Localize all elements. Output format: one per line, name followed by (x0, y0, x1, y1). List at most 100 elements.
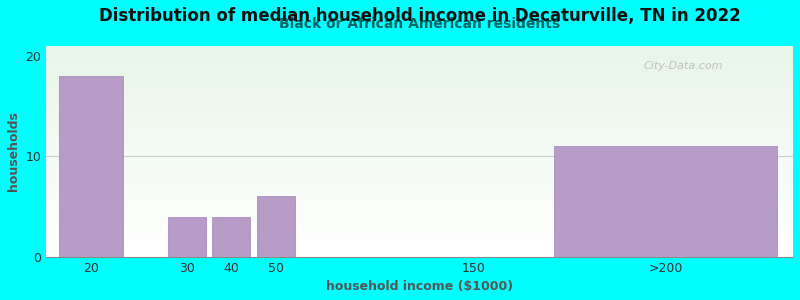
Bar (46, 70, 793, 71)
Bar (46, 177, 793, 178)
Bar (46, 199, 793, 200)
Bar (46, 254, 793, 256)
Bar (46, 126, 793, 127)
Bar (46, 175, 793, 176)
Bar (46, 207, 793, 208)
X-axis label: household income ($1000): household income ($1000) (326, 280, 514, 293)
Bar (46, 83, 793, 84)
Bar (46, 224, 793, 225)
Bar (46, 136, 793, 138)
Bar (46, 176, 793, 177)
Bar (46, 47, 793, 48)
Bar (46, 122, 793, 123)
Bar (46, 114, 793, 116)
Bar (46, 62, 793, 63)
Bar (46, 71, 793, 72)
Bar (46, 77, 793, 79)
Bar (46, 72, 793, 73)
Bar (46, 169, 793, 170)
Bar (46, 84, 793, 85)
Bar (46, 191, 793, 192)
Bar (46, 159, 793, 160)
Bar (46, 236, 793, 237)
Bar (46, 65, 793, 66)
Bar (46, 118, 793, 119)
Bar (46, 134, 793, 136)
Bar (46, 178, 793, 179)
Bar (46, 190, 793, 191)
Bar (46, 225, 793, 226)
Bar (46, 231, 793, 232)
Bar (46, 127, 793, 128)
Bar (46, 158, 793, 159)
Bar (46, 140, 793, 141)
Bar (46, 163, 793, 164)
Bar (46, 131, 793, 132)
Bar (46, 230, 793, 231)
Bar (46, 219, 793, 220)
Bar (46, 132, 793, 134)
Bar (46, 111, 793, 112)
Bar (46, 138, 793, 139)
Bar (46, 89, 793, 90)
Bar (46, 118, 793, 120)
Bar (46, 108, 793, 109)
Bar (46, 194, 793, 196)
Bar (46, 240, 793, 241)
Bar (59, 76, 123, 256)
Bar (46, 97, 793, 98)
Bar (46, 66, 793, 67)
Bar (46, 248, 793, 249)
Bar (46, 154, 793, 155)
Bar (46, 185, 793, 186)
Bar (46, 160, 793, 161)
Bar (46, 181, 793, 182)
Bar (46, 143, 793, 144)
Bar (46, 189, 793, 190)
Bar (46, 171, 793, 172)
Bar (46, 144, 793, 145)
Bar (46, 121, 793, 122)
Bar (46, 129, 793, 130)
Bar (46, 145, 793, 146)
Bar (46, 125, 793, 126)
Bar (46, 173, 793, 175)
Bar (46, 54, 793, 56)
Bar (46, 68, 793, 69)
Bar (46, 128, 793, 129)
Title: Distribution of median household income in Decaturville, TN in 2022: Distribution of median household income … (98, 7, 741, 25)
Bar (46, 213, 793, 214)
Bar (46, 90, 793, 91)
Bar (46, 250, 793, 251)
Bar (46, 58, 793, 60)
Bar (46, 105, 793, 106)
Bar (46, 82, 793, 83)
Bar (46, 101, 793, 102)
Bar (46, 220, 793, 221)
Text: Black or African American residents: Black or African American residents (279, 17, 560, 31)
Bar (46, 52, 793, 53)
Bar (46, 188, 793, 189)
Bar (46, 157, 793, 158)
Bar (46, 179, 793, 180)
Bar (46, 196, 793, 198)
Bar (46, 232, 793, 233)
Bar (46, 56, 793, 58)
Bar (46, 214, 793, 216)
Bar (46, 182, 793, 183)
Bar (46, 102, 793, 103)
Bar (46, 74, 793, 75)
Bar (46, 192, 793, 194)
Bar (46, 165, 793, 166)
Bar (46, 69, 793, 70)
Bar (46, 104, 793, 105)
Bar (46, 228, 793, 229)
Bar (46, 142, 793, 143)
Bar (46, 85, 793, 86)
Bar (46, 246, 793, 247)
Bar (46, 91, 793, 92)
Bar (46, 221, 793, 222)
Bar (46, 92, 793, 93)
Bar (46, 64, 793, 65)
Bar (46, 239, 793, 240)
